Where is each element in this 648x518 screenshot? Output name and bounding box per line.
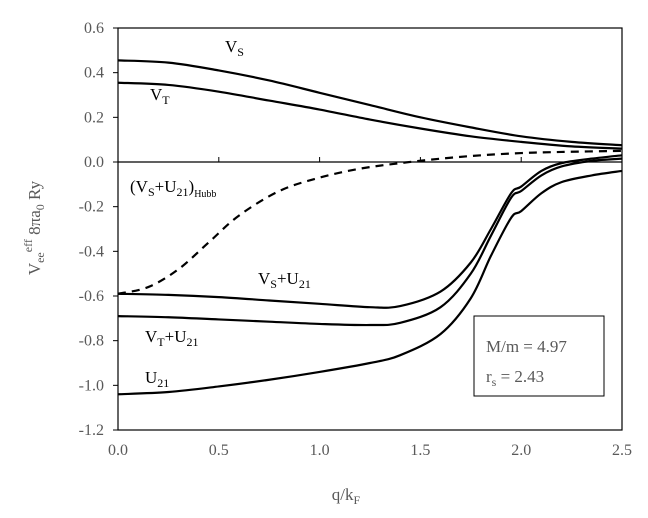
vs-plus-u21-curve [117,154,623,309]
curve-label-u21: U21 [145,368,169,390]
x-tick-label: 0.0 [108,442,128,459]
hubbard-curve [117,149,623,295]
y-tick-label: -0.8 [79,333,104,350]
svg-text:VS: VS [225,37,244,59]
y-tick-label: 0.0 [84,154,104,171]
plot-area [117,27,623,431]
curve-label-vt: VT [150,85,170,107]
y-tick-label: -0.6 [79,288,104,305]
y-tick-label: -0.2 [79,199,104,216]
curve-label-vs: VS [225,37,244,59]
y-tick-label: 0.2 [84,109,104,126]
u21-curve [117,169,623,396]
tick-labels-group: 0.0 0.5 1.0 1.5 2.0 2.5 0.6 0.4 0.2 0.0 -0.2 -0.4 -0… [79,20,632,459]
x-tick-label: 1.5 [410,442,430,459]
parameter-box-frame [473,315,605,397]
series-group [117,59,623,396]
curve-label-vtu: VT+U21 [145,327,199,349]
curve-label-vsu: VS+U21 [258,269,311,291]
vt-plus-u21-curve [117,157,623,327]
y-tick-label: -1.2 [79,422,104,439]
svg-text:VS+U21: VS+U21 [258,269,311,291]
svg-text:(VS+U21)Hubb: (VS+U21)Hubb [130,177,216,200]
y-tick-label: 0.6 [84,20,104,37]
curve-label-hubb: (VS+U21)Hubb [130,177,216,200]
y-tick-label: -1.0 [79,377,104,394]
y-tick-label: -0.4 [79,243,104,260]
svg-text:VT: VT [150,85,170,107]
parameter-box: M/m = 4.97 rs = 2.43 [473,315,605,397]
x-axis-label: q/kF [332,485,361,507]
x-tick-label: 2.0 [511,442,531,459]
x-tick-label: 1.0 [310,442,330,459]
x-tick-label: 2.5 [612,442,632,459]
y-tick-label: 0.4 [84,65,104,82]
vs-curve [117,59,623,147]
y-axis-label: Veeeff 8πa0 Ry [21,180,47,275]
svg-text:U21: U21 [145,368,169,390]
mass-ratio-text: M/m = 4.97 [486,337,567,356]
vt-curve [117,81,623,150]
svg-text:VT+U21: VT+U21 [145,327,199,349]
rs-text: rs = 2.43 [486,367,544,389]
x-tick-label: 0.5 [209,442,229,459]
ticks-group [113,27,623,431]
